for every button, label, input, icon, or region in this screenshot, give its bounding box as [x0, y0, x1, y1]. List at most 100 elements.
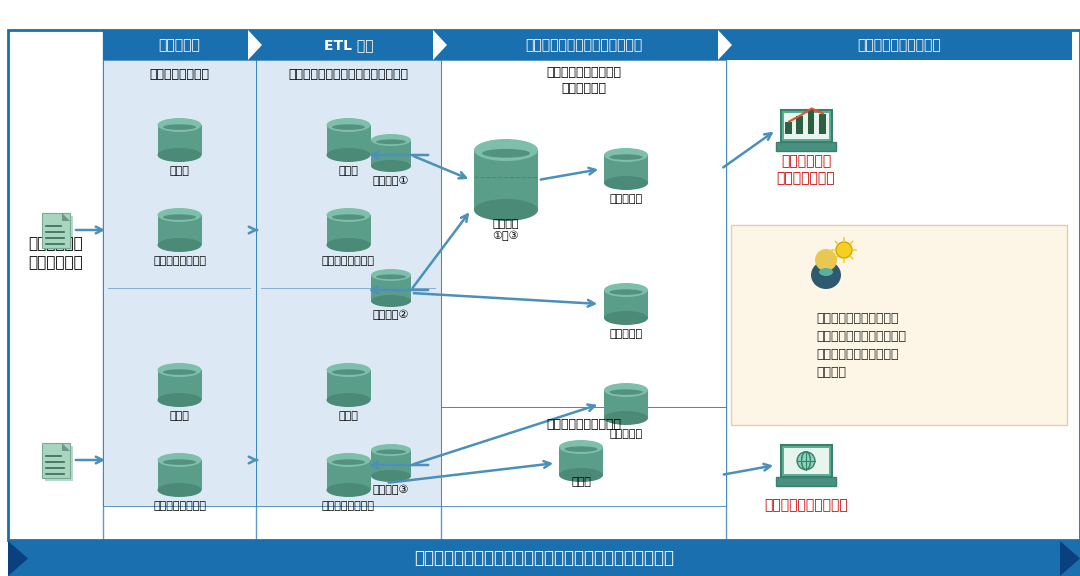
FancyBboxPatch shape — [256, 60, 441, 506]
Text: 各種システム
からのデータ: 各種システム からのデータ — [28, 236, 83, 270]
FancyBboxPatch shape — [8, 541, 1080, 576]
Circle shape — [797, 452, 815, 469]
FancyBboxPatch shape — [108, 288, 251, 289]
Ellipse shape — [326, 453, 370, 467]
Text: データ収集: データ収集 — [159, 38, 201, 52]
Text: マスタ: マスタ — [170, 411, 189, 421]
FancyBboxPatch shape — [777, 476, 836, 486]
Bar — [372, 140, 411, 166]
Bar — [819, 113, 826, 134]
Bar — [604, 155, 648, 183]
Ellipse shape — [163, 124, 195, 130]
Ellipse shape — [604, 311, 648, 325]
FancyBboxPatch shape — [256, 30, 441, 60]
Ellipse shape — [332, 369, 365, 375]
Ellipse shape — [163, 369, 195, 375]
Text: 売上実績②: 売上実績② — [373, 310, 409, 320]
Ellipse shape — [332, 214, 365, 220]
Polygon shape — [718, 30, 732, 60]
Ellipse shape — [158, 363, 202, 377]
Text: 売上実績
①～③: 売上実績 ①～③ — [492, 218, 519, 241]
Text: 分析用データ格納領域
（二次加工）: 分析用データ格納領域 （二次加工） — [546, 66, 621, 94]
Ellipse shape — [326, 238, 370, 252]
Ellipse shape — [604, 383, 648, 397]
Text: 個人用データ格納領域: 個人用データ格納領域 — [546, 419, 621, 431]
Text: トランザクション: トランザクション — [322, 256, 375, 266]
Text: 売上実績①: 売上実績① — [373, 175, 409, 185]
Bar — [372, 450, 411, 476]
Ellipse shape — [604, 176, 648, 190]
Bar — [372, 275, 411, 301]
FancyBboxPatch shape — [731, 225, 1067, 425]
Ellipse shape — [326, 363, 370, 377]
Bar — [474, 150, 538, 210]
Text: 分析用データ格納領域（一次加工）: 分析用データ格納領域（一次加工） — [288, 69, 408, 81]
Ellipse shape — [819, 268, 833, 276]
Ellipse shape — [158, 483, 202, 497]
Text: 集計・グラフ
レポートの作成: 集計・グラフ レポートの作成 — [777, 154, 835, 185]
Text: トランザクション: トランザクション — [322, 501, 375, 511]
Ellipse shape — [372, 295, 411, 307]
Text: データ探索・データマート作成: データ探索・データマート作成 — [525, 38, 643, 52]
FancyBboxPatch shape — [45, 446, 73, 481]
FancyBboxPatch shape — [261, 288, 436, 289]
Text: アドホック分析の実施: アドホック分析の実施 — [765, 498, 848, 512]
Text: シームレスな分析が可能
な環境を提供することで、
ビジネス課題解決の迅速
化に貢献: シームレスな分析が可能 な環境を提供することで、 ビジネス課題解決の迅速 化に貢… — [816, 312, 906, 378]
Bar — [326, 370, 370, 400]
Bar — [604, 390, 648, 418]
FancyBboxPatch shape — [8, 30, 1080, 540]
Ellipse shape — [474, 199, 538, 221]
Text: トランザクション: トランザクション — [153, 256, 206, 266]
Ellipse shape — [158, 208, 202, 222]
Ellipse shape — [376, 449, 406, 454]
FancyBboxPatch shape — [441, 60, 726, 407]
Bar — [326, 460, 370, 490]
FancyBboxPatch shape — [441, 30, 726, 60]
Text: マスタ: マスタ — [170, 166, 189, 176]
Bar — [559, 447, 603, 475]
Ellipse shape — [163, 459, 195, 465]
FancyBboxPatch shape — [42, 443, 70, 478]
Text: レポート用: レポート用 — [609, 194, 643, 204]
Bar — [158, 370, 202, 400]
Ellipse shape — [609, 289, 643, 295]
FancyBboxPatch shape — [441, 407, 726, 506]
Bar — [785, 122, 792, 134]
Polygon shape — [433, 30, 447, 60]
Ellipse shape — [158, 453, 202, 467]
Bar — [158, 460, 202, 490]
Text: レポート用: レポート用 — [609, 429, 643, 439]
Bar — [796, 116, 804, 134]
Ellipse shape — [376, 274, 406, 279]
Ellipse shape — [482, 149, 530, 158]
Text: 分析・レポーティング: 分析・レポーティング — [858, 38, 941, 52]
Ellipse shape — [372, 470, 411, 482]
Ellipse shape — [811, 261, 841, 289]
FancyBboxPatch shape — [777, 142, 836, 150]
Ellipse shape — [158, 148, 202, 162]
Ellipse shape — [332, 124, 365, 130]
Text: トランザクション: トランザクション — [153, 501, 206, 511]
Ellipse shape — [332, 459, 365, 465]
Bar — [158, 125, 202, 155]
Ellipse shape — [158, 118, 202, 132]
Ellipse shape — [604, 148, 648, 162]
Text: ETL 処理: ETL 処理 — [324, 38, 374, 52]
Bar — [326, 125, 370, 155]
FancyBboxPatch shape — [781, 445, 832, 476]
Bar — [158, 215, 202, 245]
Bar — [604, 290, 648, 318]
FancyBboxPatch shape — [783, 448, 828, 473]
Text: 分析プロセス全体をワンストップで実現する環境をご提供: 分析プロセス全体をワンストップで実現する環境をご提供 — [414, 550, 674, 567]
Ellipse shape — [372, 134, 411, 146]
Circle shape — [815, 249, 837, 271]
Ellipse shape — [609, 389, 643, 395]
Text: レポート用: レポート用 — [609, 329, 643, 339]
Bar — [326, 215, 370, 245]
Ellipse shape — [158, 393, 202, 407]
Ellipse shape — [474, 139, 538, 161]
Text: 生データ格納領域: 生データ格納領域 — [149, 69, 210, 81]
Text: 売上実績③: 売上実績③ — [373, 485, 409, 495]
FancyBboxPatch shape — [726, 30, 1072, 60]
Polygon shape — [62, 443, 70, 451]
